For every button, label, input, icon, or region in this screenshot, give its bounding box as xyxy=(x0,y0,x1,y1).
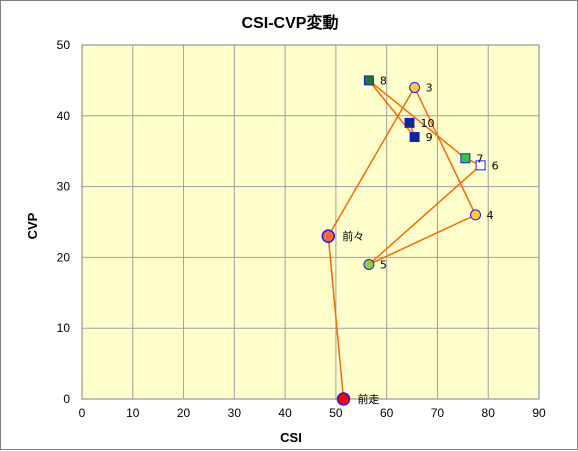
y-tick-label: 0 xyxy=(63,392,70,406)
x-tick-label: 50 xyxy=(329,406,343,420)
data-point-label: 9 xyxy=(426,131,433,144)
series-line xyxy=(327,79,482,400)
data-point-marker xyxy=(475,160,486,171)
data-point-marker xyxy=(470,209,482,221)
x-tick-label: 80 xyxy=(482,406,496,420)
data-point-marker xyxy=(460,153,471,164)
x-axis-ticks: 0 10 20 30 40 50 60 70 80 90 xyxy=(79,406,546,420)
y-tick-label: 50 xyxy=(57,38,71,52)
data-point-label: 7 xyxy=(476,152,483,165)
x-tick-label: 20 xyxy=(177,406,191,420)
data-point-marker xyxy=(363,258,375,270)
data-point-label: 8 xyxy=(380,74,387,87)
y-tick-label: 40 xyxy=(57,109,71,123)
chart-title: CSI-CVP変動 xyxy=(242,13,339,32)
y-tick-label: 30 xyxy=(57,180,71,194)
data-point-marker xyxy=(363,75,374,86)
x-axis-label: CSI xyxy=(280,430,302,445)
data-point-marker xyxy=(321,229,336,243)
y-axis-label: CVP xyxy=(25,212,40,239)
plot-area xyxy=(81,44,540,400)
x-tick-label: 60 xyxy=(380,406,394,420)
data-point-label: 4 xyxy=(487,209,494,222)
data-point-label: 5 xyxy=(380,258,387,271)
data-point-marker xyxy=(404,117,415,128)
data-point-marker xyxy=(409,132,420,143)
x-tick-label: 10 xyxy=(126,406,140,420)
y-tick-label: 10 xyxy=(57,321,71,335)
series-polyline xyxy=(327,79,482,400)
data-point-label: 6 xyxy=(492,159,499,172)
point-labels: 前走 前々 3 4 5 67 8 910 xyxy=(342,74,498,406)
data-markers xyxy=(321,75,486,406)
data-point-label: 3 xyxy=(426,81,433,94)
x-tick-label: 90 xyxy=(532,406,546,420)
x-tick-label: 40 xyxy=(278,406,292,420)
x-tick-label: 70 xyxy=(431,406,445,420)
data-point-label: 10 xyxy=(421,117,435,130)
data-point-marker xyxy=(409,81,421,93)
data-point-label: 前々 xyxy=(342,229,364,243)
x-tick-label: 30 xyxy=(228,406,242,420)
y-tick-label: 20 xyxy=(57,250,71,264)
y-axis-ticks: 0 10 20 30 40 50 xyxy=(57,38,71,406)
data-point-label: 前走 xyxy=(358,392,380,406)
data-point-marker xyxy=(336,392,351,406)
x-tick-label: 0 xyxy=(79,406,86,420)
